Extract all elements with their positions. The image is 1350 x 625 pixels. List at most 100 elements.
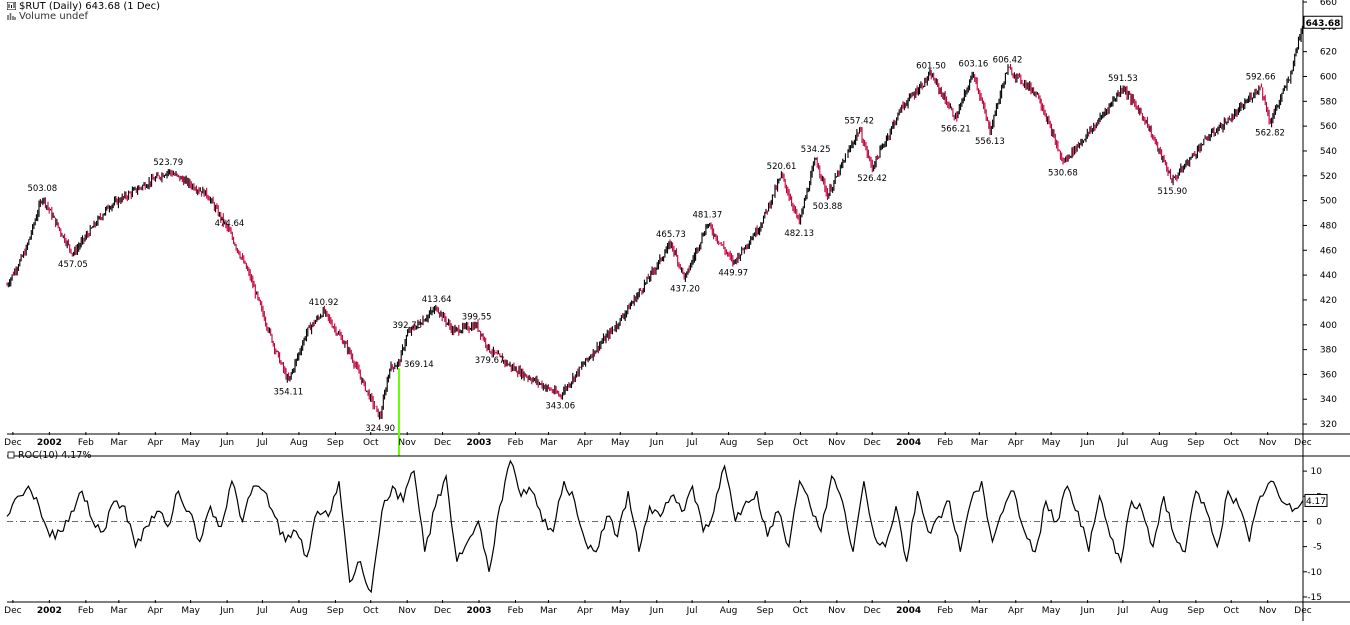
roc-x-axis: Dec 2002 Feb Mar Apr May Jun Jul Aug Sep Oct Nov Dec… — [4, 600, 1312, 616]
x-tick-label: Nov — [398, 606, 416, 616]
price-y-tick-label: 460 — [1320, 246, 1337, 256]
last-price-box — [1303, 15, 1343, 29]
price-annotation: 465.73 — [656, 230, 686, 240]
price-annotation: 566.21 — [941, 124, 971, 134]
price-y-tick-label: 480 — [1320, 221, 1337, 231]
x-tick-label: Dec — [4, 606, 21, 616]
x-tick-label: Aug — [290, 438, 308, 448]
x-tick-label: Dec — [1294, 606, 1311, 616]
price-annotation: 556.13 — [975, 137, 1005, 147]
x-tick-label: May — [181, 438, 200, 448]
x-tick-label: Dec — [1294, 438, 1311, 448]
x-tick-label: Aug — [720, 606, 738, 616]
price-y-tick-label: 360 — [1320, 370, 1337, 380]
x-tick-label: Jul — [256, 606, 268, 616]
price-annotation: 562.82 — [1255, 129, 1285, 139]
x-tick-label: Dec — [863, 606, 880, 616]
x-tick-label: Jul — [686, 438, 698, 448]
x-tick-label: Mar — [540, 606, 557, 616]
price-y-tick-label: 440 — [1320, 271, 1337, 281]
x-tick-label: Feb — [78, 606, 94, 616]
indicator-icon — [7, 451, 15, 459]
price-y-tick-label: 380 — [1320, 346, 1337, 356]
bar-chart-icon — [6, 1, 17, 11]
x-tick-label: Feb — [508, 438, 524, 448]
x-tick-label: Jul — [1116, 606, 1128, 616]
last-price-label: 643.68 — [1306, 19, 1341, 29]
price-annotation: 606.42 — [993, 56, 1023, 66]
x-tick-label: Jun — [649, 606, 664, 616]
price-annotation: 379.67 — [475, 356, 505, 366]
price-annotation: 534.25 — [801, 145, 831, 155]
price-annotation: 354.11 — [273, 388, 303, 398]
price-annotation: 437.20 — [670, 285, 700, 295]
x-tick-label: Mar — [110, 606, 127, 616]
x-tick-label: May — [181, 606, 200, 616]
x-tick-label: Dec — [863, 438, 880, 448]
price-annotation: 592.66 — [1246, 73, 1276, 83]
price-annotation: 449.97 — [718, 269, 748, 279]
price-y-tick-label: 340 — [1320, 395, 1337, 405]
price-y-tick-label: 560 — [1320, 122, 1337, 132]
x-tick-label: Aug — [1151, 438, 1169, 448]
x-tick-label: Dec — [4, 438, 21, 448]
last-roc-box — [1304, 493, 1328, 507]
x-tick-label: Nov — [398, 438, 416, 448]
x-tick-label: Nov — [828, 606, 846, 616]
roc-y-tick-label: -15 — [1307, 593, 1322, 603]
last-roc-label: 4.17 — [1306, 497, 1326, 507]
price-y-tick-label: 580 — [1320, 97, 1337, 107]
x-tick-label: Jun — [649, 438, 664, 448]
x-tick-label: Mar — [110, 438, 127, 448]
price-annotation: 324.90 — [365, 424, 395, 434]
roc-y-tick-label: -10 — [1307, 568, 1322, 578]
chart-title: $RUT (Daily) 643.68 (1 Dec) — [19, 1, 161, 12]
x-tick-label: Jul — [686, 606, 698, 616]
roc-line — [6, 459, 1304, 594]
x-tick-label: Feb — [937, 438, 953, 448]
price-annotation: 503.08 — [27, 184, 57, 194]
price-y-tick-label: 320 — [1320, 420, 1337, 430]
x-tick-label: Aug — [720, 438, 738, 448]
x-tick-label: Jun — [219, 606, 234, 616]
price-annotation: 392.73 — [392, 321, 422, 331]
x-tick-label: 2002 — [37, 606, 62, 616]
roc-y-tick-label: 0 — [1316, 517, 1322, 527]
x-tick-label: 2004 — [896, 438, 921, 448]
x-tick-label: Oct — [363, 606, 379, 616]
price-y-tick-label: 400 — [1320, 321, 1337, 331]
x-tick-label: Nov — [1259, 606, 1277, 616]
volume-icon — [7, 12, 16, 20]
x-tick-label: Mar — [971, 606, 988, 616]
price-x-axis: Dec 2002 Feb Mar Apr May Jun Jul Aug Sep Oct Nov Dec… — [4, 432, 1312, 448]
price-annotation: 591.53 — [1108, 74, 1138, 84]
x-tick-label: Jun — [219, 438, 234, 448]
x-tick-label: Apr — [577, 606, 593, 616]
x-tick-label: Apr — [1008, 606, 1024, 616]
x-tick-label: Feb — [937, 606, 953, 616]
volume-label: Volume undef — [19, 11, 89, 22]
x-tick-label: Jul — [256, 438, 268, 448]
x-tick-label: Jun — [1080, 606, 1095, 616]
price-y-tick-label: 660 — [1320, 0, 1337, 8]
price-annotation: 503.88 — [813, 202, 843, 212]
x-tick-label: Aug — [290, 606, 308, 616]
x-tick-label: Mar — [540, 438, 557, 448]
price-annotation: 601.50 — [916, 62, 946, 72]
x-tick-label: Oct — [1223, 438, 1239, 448]
price-annotation: 482.13 — [784, 229, 814, 239]
x-tick-label: 2002 — [37, 438, 62, 448]
price-annotation: 526.42 — [857, 174, 887, 184]
x-tick-label: May — [611, 438, 630, 448]
x-tick-label: Jul — [1116, 438, 1128, 448]
price-annotation: 369.14 — [404, 360, 434, 370]
price-y-tick-label: 620 — [1320, 48, 1337, 58]
price-annotation: 481.37 — [693, 211, 723, 221]
price-y-tick-label: 540 — [1320, 147, 1337, 157]
x-tick-label: Mar — [971, 438, 988, 448]
price-annotation: 603.16 — [959, 60, 989, 70]
price-annotation: 557.42 — [844, 116, 874, 126]
price-annotation: 515.90 — [1157, 187, 1187, 197]
x-tick-label: Oct — [363, 438, 379, 448]
